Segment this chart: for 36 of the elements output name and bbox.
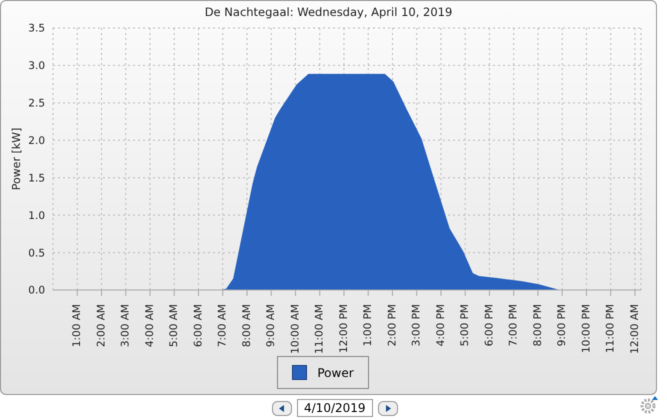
x-tick-label: 2:00 AM [95, 304, 108, 348]
y-tick-label: 3.0 [28, 60, 45, 72]
x-tick-label: 3:00 PM [410, 304, 423, 346]
x-tick-label: 9:00 PM [556, 304, 568, 346]
x-tick-label: 2:00 PM [386, 304, 398, 346]
y-tick-label: 2.5 [28, 98, 45, 110]
x-tick-label: 10:00 PM [580, 304, 592, 353]
x-tick-label: 9:00 AM [265, 304, 278, 348]
x-tick-label: 12:00 PM [338, 304, 350, 353]
x-tick-label: 11:00 AM [314, 304, 326, 354]
x-tick-label: 5:00 AM [168, 304, 180, 348]
x-tick-label: 3:00 AM [120, 304, 132, 348]
x-tick-label: 6:00 AM [192, 304, 204, 348]
x-tick-label: 12:00 AM [628, 304, 641, 354]
x-tick-label: 6:00 PM [483, 304, 496, 346]
x-tick-label: 7:00 PM [508, 304, 520, 346]
y-tick-label: 0.0 [28, 284, 45, 297]
chart-title: De Nachtegaal: Wednesday, April 10, 2019 [204, 5, 454, 19]
y-axis-title: Power [kW] [10, 128, 23, 190]
x-tick-label: 10:00 AM [289, 304, 302, 354]
y-tick-label: 2.0 [28, 135, 45, 148]
x-tick-label: 4:00 PM [434, 304, 447, 346]
y-tick-label: 1.5 [28, 172, 45, 184]
x-tick-label: 1:00 PM [362, 304, 374, 346]
x-tick-label: 7:00 AM [216, 304, 229, 348]
y-tick-label: 1.0 [28, 210, 45, 222]
x-tick-label: 8:00 AM [240, 304, 253, 348]
text: Power [317, 366, 354, 380]
x-tick-label: 1:00 AM [71, 304, 84, 348]
x-tick-label: 11:00 PM [604, 304, 617, 353]
x-tick-label: 8:00 PM [532, 304, 544, 346]
x-tick-label: 4:00 AM [144, 304, 156, 348]
x-tick-label: 5:00 PM [459, 304, 472, 346]
text: 4/10/2019 [297, 399, 373, 417]
y-tick-label: 0.5 [28, 247, 45, 260]
y-tick-label: 3.5 [28, 22, 45, 35]
